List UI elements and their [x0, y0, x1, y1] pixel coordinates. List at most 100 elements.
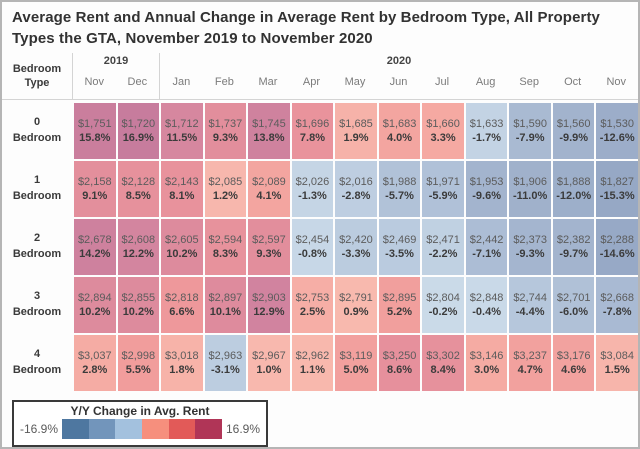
heatmap-cell[interactable]: $1,720 16.9%: [117, 103, 160, 160]
yoy-change-value: -14.6%: [599, 248, 635, 261]
month-header: Nov: [606, 76, 626, 89]
heatmap-cell[interactable]: $1,906 -11.0%: [509, 161, 551, 218]
yoy-change-value: -0.2%: [428, 306, 458, 319]
yoy-change-value: 4.6%: [561, 364, 587, 377]
heatmap-cell[interactable]: $2,804 -0.2%: [422, 277, 464, 334]
heatmap-cell[interactable]: $2,848 -0.4%: [465, 277, 508, 334]
heatmap-cell[interactable]: $3,250 8.6%: [378, 335, 421, 392]
rent-value: $1,660: [426, 117, 460, 130]
heatmap-cell[interactable]: $3,302 8.4%: [422, 335, 464, 392]
heatmap-cell[interactable]: $3,119 5.0%: [335, 335, 377, 392]
rent-value: $1,953: [469, 175, 504, 188]
yoy-change-value: -11.0%: [513, 190, 548, 203]
heatmap-cell[interactable]: $2,897 10.1%: [204, 277, 247, 334]
heatmap-cell[interactable]: $1,530 -12.6%: [596, 103, 638, 160]
heatmap-cell[interactable]: $2,026 -1.3%: [291, 161, 334, 218]
heatmap-cell[interactable]: $1,971 -5.9%: [422, 161, 464, 218]
heatmap-cell[interactable]: $2,855 10.2%: [117, 277, 160, 334]
heatmap-cell[interactable]: $2,288 -14.6%: [596, 219, 638, 276]
yoy-change-value: 3.0%: [474, 364, 500, 377]
heatmap-cell[interactable]: $3,037 2.8%: [74, 335, 116, 392]
heatmap-cell[interactable]: $2,089 4.1%: [248, 161, 290, 218]
rent-value: $2,373: [513, 233, 547, 246]
rent-value: $1,633: [469, 117, 504, 130]
rent-value: $2,753: [295, 291, 330, 304]
heatmap-cell[interactable]: $2,998 5.5%: [117, 335, 160, 392]
heatmap-cell[interactable]: $2,597 9.3%: [248, 219, 290, 276]
heatmap-cell[interactable]: $1,737 9.3%: [204, 103, 247, 160]
rent-value: $1,751: [77, 117, 112, 130]
rent-value: $3,119: [339, 349, 373, 362]
heatmap-cell[interactable]: $2,158 9.1%: [74, 161, 116, 218]
yoy-change-value: 8.1%: [169, 190, 195, 203]
heatmap-cell[interactable]: $2,594 8.3%: [204, 219, 247, 276]
row-label-1-bedroom: 1 Bedroom: [12, 174, 62, 203]
heatmap-cell[interactable]: $1,660 3.3%: [422, 103, 464, 160]
heatmap-cell[interactable]: $3,176 4.6%: [552, 335, 595, 392]
yoy-change-value: 12.2%: [122, 248, 154, 261]
rent-value: $1,720: [121, 117, 156, 130]
rent-value: $1,712: [165, 117, 199, 130]
heatmap-cell[interactable]: $2,605 10.2%: [161, 219, 203, 276]
heatmap-cell[interactable]: $1,988 -5.7%: [378, 161, 421, 218]
heatmap-body: 0 Bedroom $1,751 15.8% $1,720 16.9% $1,712 11.5…: [2, 100, 638, 392]
heatmap-cell[interactable]: $1,888 -12.0%: [552, 161, 595, 218]
heatmap-cell[interactable]: $2,962 1.1%: [291, 335, 334, 392]
heatmap-cell[interactable]: $2,442 -7.1%: [465, 219, 508, 276]
rent-value: $2,442: [469, 233, 504, 246]
rent-value: $3,302: [426, 349, 460, 362]
heatmap-cell[interactable]: $2,016 -2.8%: [335, 161, 377, 218]
heatmap-cell[interactable]: $1,590 -7.9%: [509, 103, 551, 160]
heatmap-cell[interactable]: $2,668 -7.8%: [596, 277, 638, 334]
heatmap-cell[interactable]: $2,701 -6.0%: [552, 277, 595, 334]
heatmap-cell[interactable]: $3,018 1.8%: [161, 335, 203, 392]
rent-value: $3,250: [382, 349, 417, 362]
heatmap-cell[interactable]: $1,827 -15.3%: [596, 161, 638, 218]
heatmap-cell[interactable]: $2,382 -9.7%: [552, 219, 595, 276]
heatmap-cell[interactable]: $1,685 1.9%: [335, 103, 377, 160]
rent-value: $2,382: [556, 233, 591, 246]
heatmap-cell[interactable]: $2,085 1.2%: [204, 161, 247, 218]
heatmap-cell[interactable]: $1,751 15.8%: [74, 103, 116, 160]
row-label-4-bedroom: 4 Bedroom: [12, 348, 62, 377]
chart-title: Average Rent and Annual Change in Averag…: [12, 9, 600, 47]
rent-value: $1,988: [382, 175, 417, 188]
heatmap-cell[interactable]: $2,678 14.2%: [74, 219, 116, 276]
heatmap-cell[interactable]: $3,237 4.7%: [509, 335, 551, 392]
heatmap-cell[interactable]: $1,560 -9.9%: [552, 103, 595, 160]
heatmap-cell[interactable]: $2,373 -9.3%: [509, 219, 551, 276]
rent-value: $3,237: [513, 349, 547, 362]
heatmap-cell[interactable]: $2,469 -3.5%: [378, 219, 421, 276]
heatmap-cell[interactable]: $2,143 8.1%: [161, 161, 203, 218]
heatmap-cell[interactable]: $2,895 5.2%: [378, 277, 421, 334]
yoy-change-value: 8.4%: [430, 364, 456, 377]
heatmap-cell[interactable]: $2,818 6.6%: [161, 277, 203, 334]
heatmap-cell[interactable]: $3,084 1.5%: [596, 335, 638, 392]
heatmap-cell[interactable]: $2,471 -2.2%: [422, 219, 464, 276]
heatmap-cell[interactable]: $2,903 12.9%: [248, 277, 290, 334]
heatmap-cell[interactable]: $1,953 -9.6%: [465, 161, 508, 218]
heatmap-cell[interactable]: $2,420 -3.3%: [335, 219, 377, 276]
heatmap-cell[interactable]: $1,712 11.5%: [161, 103, 203, 160]
yoy-change-value: -2.2%: [428, 248, 458, 261]
heatmap-cell[interactable]: $1,696 7.8%: [291, 103, 334, 160]
heatmap-cell[interactable]: $2,608 12.2%: [117, 219, 160, 276]
heatmap-cell[interactable]: $1,633 -1.7%: [465, 103, 508, 160]
heatmap-cell[interactable]: $2,744 -4.4%: [509, 277, 551, 334]
heatmap-cell[interactable]: $2,454 -0.8%: [291, 219, 334, 276]
heatmap-cell[interactable]: $1,683 4.0%: [378, 103, 421, 160]
rent-value: $2,016: [339, 175, 373, 188]
heatmap-cell[interactable]: $2,753 2.5%: [291, 277, 334, 334]
rent-value: $2,085: [208, 175, 243, 188]
heatmap-cell[interactable]: $2,894 10.2%: [74, 277, 116, 334]
legend-swatch: [168, 419, 196, 440]
heatmap-cell[interactable]: $2,967 1.0%: [248, 335, 290, 392]
heatmap-cell[interactable]: $2,791 0.9%: [335, 277, 377, 334]
yoy-change-value: 5.2%: [386, 306, 413, 319]
yoy-change-value: 8.6%: [386, 364, 413, 377]
heatmap-cell[interactable]: $3,146 3.0%: [465, 335, 508, 392]
heatmap-cell[interactable]: $2,128 8.5%: [117, 161, 160, 218]
heatmap-cell[interactable]: $2,963 -3.1%: [204, 335, 247, 392]
heatmap-cell[interactable]: $1,745 13.8%: [248, 103, 290, 160]
yoy-change-value: 5.5%: [125, 364, 151, 377]
